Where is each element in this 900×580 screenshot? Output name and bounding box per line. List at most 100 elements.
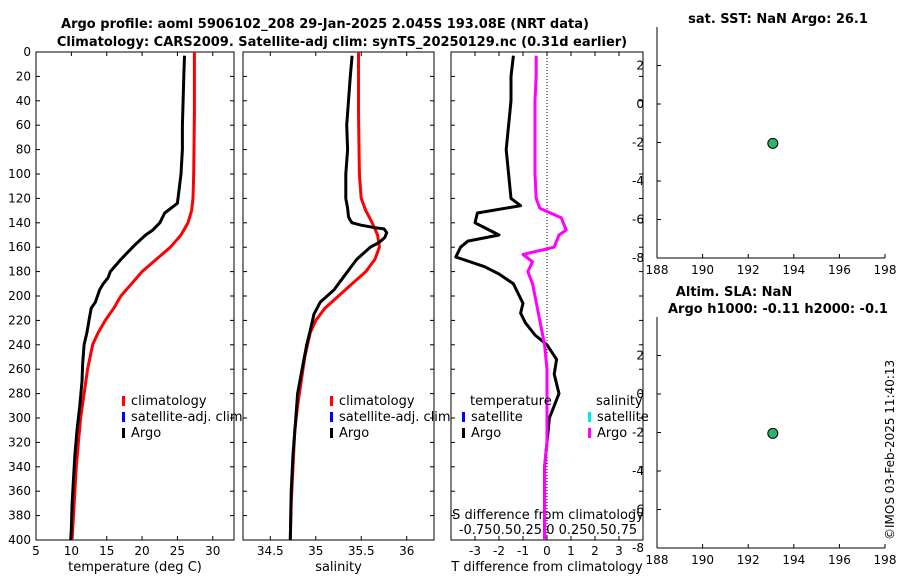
x-tick-label: 30 bbox=[205, 544, 220, 558]
x-tick-label: 194 bbox=[782, 263, 805, 277]
y-tick-label: 220 bbox=[8, 313, 31, 327]
y-tick-label: 100 bbox=[8, 167, 31, 181]
x-tick-label: 198 bbox=[874, 263, 897, 277]
series-line-argo bbox=[288, 55, 389, 541]
legend-label: satellite bbox=[471, 410, 523, 425]
float-position-marker bbox=[767, 427, 779, 439]
y-tick-label: 400 bbox=[8, 533, 31, 547]
y-tick-label: 80 bbox=[16, 143, 31, 157]
y-tick-label: 180 bbox=[8, 265, 31, 279]
difference-panel: -3 -2 -1 0 1 2 3 T difference from climatology S… bbox=[450, 51, 649, 575]
y-tick-label: -2 bbox=[632, 136, 644, 150]
legend-swatch bbox=[588, 412, 591, 422]
y-tick-label: 2 bbox=[636, 59, 644, 73]
x-axis-label: temperature (deg C) bbox=[68, 560, 202, 575]
x-tick-label: 196 bbox=[828, 553, 851, 567]
legend-label: Argo bbox=[339, 426, 369, 441]
y-tick-label: 120 bbox=[8, 191, 31, 205]
series-line-argo bbox=[69, 55, 186, 541]
x-tick-label: 1 bbox=[567, 544, 575, 558]
x-tick-label: -1 bbox=[517, 544, 529, 558]
y-tick-label: 280 bbox=[8, 387, 31, 401]
legend-label: Argo bbox=[597, 426, 627, 441]
legend-label: Argo bbox=[131, 426, 161, 441]
x-tick-label: 188 bbox=[646, 553, 669, 567]
x-tick-label: 198 bbox=[874, 553, 897, 567]
x-tick-label: 10 bbox=[64, 544, 79, 558]
series-line-climatology bbox=[288, 52, 381, 541]
x-tick-label: -3 bbox=[469, 544, 481, 558]
y-tick-label: 340 bbox=[8, 460, 31, 474]
y-tick-label: -4 bbox=[632, 174, 644, 188]
series-line-salinity-argo bbox=[521, 55, 568, 540]
y-tick-label: 300 bbox=[8, 411, 31, 425]
y-tick-label: 140 bbox=[8, 216, 31, 230]
legend-swatch bbox=[330, 412, 333, 422]
legend-label: Argo bbox=[471, 426, 501, 441]
top-axis-label: S difference from climatology bbox=[452, 508, 644, 523]
y-tick-label: 0 bbox=[23, 45, 31, 59]
sla-title-line1: Altim. SLA: NaN bbox=[676, 285, 792, 300]
axes-frame bbox=[35, 51, 235, 541]
y-tick-label: -2 bbox=[632, 426, 644, 440]
main-title-line2: Climatology: CARS2009. Satellite-adj cli… bbox=[57, 35, 627, 50]
x-tick-label: 36 bbox=[399, 544, 414, 558]
legend-swatch bbox=[588, 428, 591, 438]
legend-swatch bbox=[462, 428, 465, 438]
y-tick-label: 2 bbox=[636, 349, 644, 363]
imos-watermark: ©IMOS 03-Feb-2025 11:40:13 bbox=[883, 360, 897, 540]
sst-panel: -8 -6 -4 -2 0 2 188 190 192 194 196 198 bbox=[632, 27, 896, 277]
x-tick-label: -2 bbox=[493, 544, 505, 558]
x-tick-label: 35 bbox=[308, 544, 323, 558]
x-tick-label: 34.5 bbox=[257, 544, 284, 558]
float-position-marker bbox=[767, 137, 779, 149]
legend-swatch bbox=[122, 396, 125, 406]
legend-swatch bbox=[330, 428, 333, 438]
series-line-climatology bbox=[70, 52, 196, 541]
sla-title-line2: Argo h1000: -0.11 h2000: -0.1 bbox=[668, 302, 888, 317]
x-tick-label: 0 bbox=[543, 544, 551, 558]
temperature-panel: 0 20 40 60 80 100 120 140 160 180 200 220 240 260 280 3… bbox=[8, 45, 243, 575]
x-tick-label: 20 bbox=[134, 544, 149, 558]
y-tick-label: -6 bbox=[632, 213, 644, 227]
main-title-line1: Argo profile: aoml 5906102_208 29-Jan-20… bbox=[61, 17, 589, 32]
legend-swatch bbox=[122, 412, 125, 422]
x-tick-label: 194 bbox=[782, 553, 805, 567]
x-tick-label: 188 bbox=[646, 263, 669, 277]
sla-panel: -8 -6 -4 -2 0 2 188 190 192 194 196 198 bbox=[632, 317, 896, 567]
x-tick-label: 3 bbox=[615, 544, 623, 558]
x-tick-label: 5 bbox=[32, 544, 40, 558]
y-tick-label: -8 bbox=[632, 541, 644, 555]
legend-heading-temperature: temperature bbox=[470, 394, 552, 409]
legend-label: climatology bbox=[131, 394, 207, 409]
y-tick-label: 60 bbox=[16, 118, 31, 132]
legend-heading-salinity: salinity bbox=[596, 394, 643, 409]
y-tick-label: 260 bbox=[8, 362, 31, 376]
salinity-panel: 34.5 35 35.5 36 salinity climatologysatellite… bbox=[242, 51, 451, 575]
x-tick-label: 190 bbox=[691, 553, 714, 567]
legend-swatch bbox=[462, 412, 465, 422]
y-tick-label: 160 bbox=[8, 240, 31, 254]
top-axis-ticks: -0.750.50.25 0 0.250.50.75 bbox=[459, 523, 637, 538]
y-tick-label: 0 bbox=[636, 387, 644, 401]
y-tick-label: 200 bbox=[8, 289, 31, 303]
y-tick-label: 360 bbox=[8, 484, 31, 498]
y-tick-label: -6 bbox=[632, 503, 644, 517]
y-tick-label: 240 bbox=[8, 338, 31, 352]
legend-label: satellite bbox=[597, 410, 649, 425]
legend-swatch bbox=[330, 396, 333, 406]
y-tick-label: -8 bbox=[632, 251, 644, 265]
x-axis-label: salinity bbox=[315, 560, 362, 575]
x-tick-label: 190 bbox=[691, 263, 714, 277]
legend-label: satellite-adj. clim bbox=[131, 410, 243, 425]
y-tick-label: 320 bbox=[8, 435, 31, 449]
legend-swatch bbox=[122, 428, 125, 438]
series-line-temperature-argo bbox=[454, 55, 561, 540]
x-axis-label: T difference from climatology bbox=[450, 560, 643, 575]
y-tick-label: 380 bbox=[8, 509, 31, 523]
x-tick-label: 196 bbox=[828, 263, 851, 277]
legend-label: satellite-adj. clim bbox=[339, 410, 451, 425]
x-tick-label: 192 bbox=[737, 553, 760, 567]
x-tick-label: 2 bbox=[591, 544, 599, 558]
